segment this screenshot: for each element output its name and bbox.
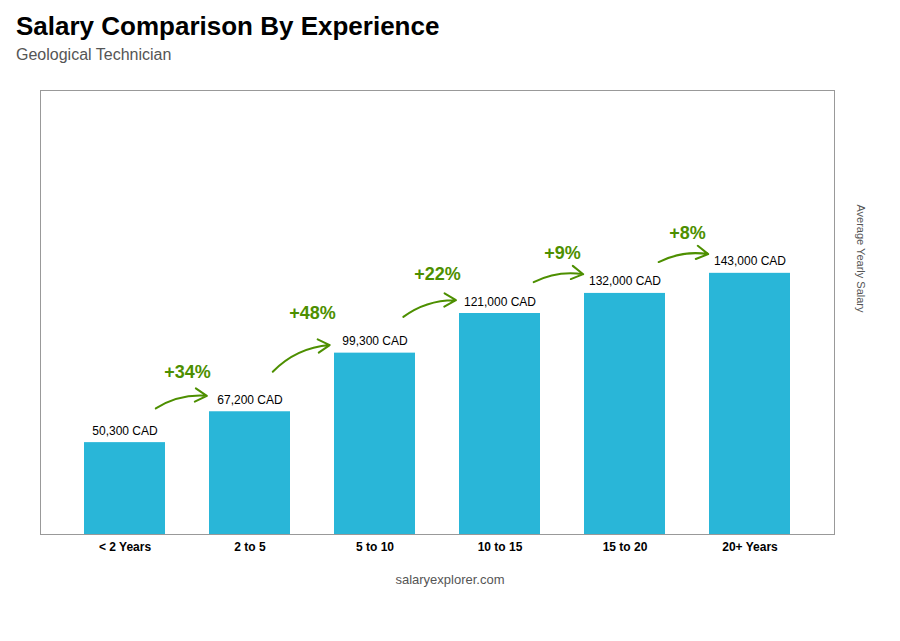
html-text:Salary Comparison By Experienc: Salary Comparison By Experience <box>16 11 440 41</box>
svg-text:132,000 CAD: 132,000 CAD <box>589 274 661 288</box>
svg-text:10 to 15: 10 to 15 <box>478 540 523 554</box>
svg-text:50,300 CAD: 50,300 CAD <box>92 424 158 438</box>
svg-text:15 to 20: 15 to 20 <box>603 540 648 554</box>
svg-text:2 to 5: 2 to 5 <box>234 540 266 554</box>
svg-text:+22%: +22% <box>414 264 461 284</box>
svg-text:121,000 CAD: 121,000 CAD <box>464 295 536 309</box>
html-text:salaryexplorer.com: salaryexplorer.com <box>395 572 505 587</box>
svg-text:+8%: +8% <box>669 223 706 243</box>
svg-text:143,000 CAD: 143,000 CAD <box>714 254 786 268</box>
svg-text:Average Yearly Salary: Average Yearly Salary <box>855 204 867 313</box>
svg-text:5 to 10: 5 to 10 <box>356 540 394 554</box>
svg-text:67,200 CAD: 67,200 CAD <box>217 393 283 407</box>
svg-text:< 2 Years: < 2 Years <box>99 540 151 554</box>
svg-text:+34%: +34% <box>164 362 211 382</box>
svg-text:+9%: +9% <box>544 243 581 263</box>
svg-text:20+ Years: 20+ Years <box>722 540 778 554</box>
html-text:Geological Technician: Geological Technician <box>16 46 172 63</box>
svg-text:99,300 CAD: 99,300 CAD <box>342 334 408 348</box>
svg-text:+48%: +48% <box>289 303 336 323</box>
